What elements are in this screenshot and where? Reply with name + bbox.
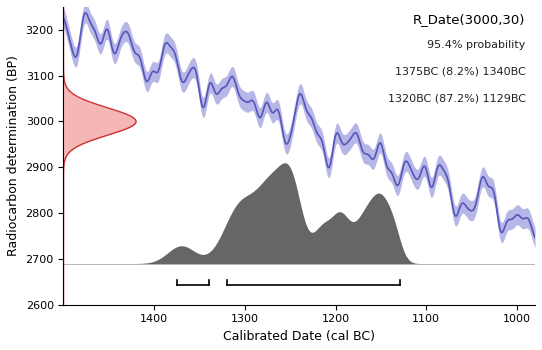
Text: R_Date(3000,30): R_Date(3000,30) bbox=[413, 13, 526, 26]
Text: 1375BC (8.2%) 1340BC: 1375BC (8.2%) 1340BC bbox=[395, 66, 526, 77]
X-axis label: Calibrated Date (cal BC): Calibrated Date (cal BC) bbox=[223, 330, 375, 343]
Y-axis label: Radiocarbon determination (BP): Radiocarbon determination (BP) bbox=[7, 55, 20, 256]
Text: 95.4% probability: 95.4% probability bbox=[427, 40, 526, 50]
Text: 1320BC (87.2%) 1129BC: 1320BC (87.2%) 1129BC bbox=[388, 93, 526, 103]
